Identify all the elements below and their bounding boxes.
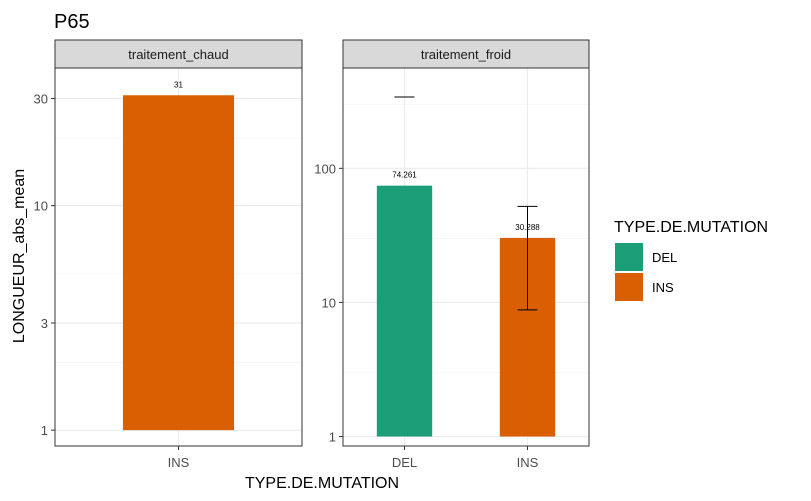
x-axis: DEL INS — [392, 446, 539, 470]
y-axis: 1 3 10 30 — [34, 91, 55, 438]
y-tick-label: 3 — [41, 316, 48, 331]
panel-traitement-chaud: traitement_chaud 31 1 3 10 30 INS — [34, 39, 303, 470]
x-axis-title: TYPE.DE.MUTATION — [245, 475, 399, 492]
bar-ins — [122, 95, 235, 431]
y-tick-label: 100 — [314, 161, 336, 176]
y-tick-label: 30 — [34, 91, 48, 106]
x-axis: INS — [168, 446, 190, 470]
legend: TYPE.DE.MUTATION DEL INS — [614, 219, 768, 301]
legend-label-del: DEL — [652, 250, 677, 265]
y-tick-label: 10 — [322, 295, 336, 310]
x-tick-label: DEL — [392, 455, 417, 470]
y-axis: 1 10 100 — [314, 161, 343, 445]
chart-title: P65 — [54, 11, 90, 33]
y-axis-title: LONGUEUR_abs_mean — [11, 169, 28, 343]
panel-strip-label-traitement-froid: traitement_froid — [421, 47, 511, 62]
panel-border — [342, 67, 590, 447]
legend-key-ins — [615, 273, 643, 301]
legend-key-del — [615, 243, 643, 271]
data-label: 74.261 — [392, 171, 417, 180]
y-tick-label: 1 — [41, 423, 48, 438]
panel-strip-traitement-chaud — [54, 39, 303, 69]
error-bars — [394, 96, 538, 311]
data-label: 31 — [174, 80, 183, 89]
x-tick-label: INS — [517, 455, 539, 470]
bar-del — [376, 185, 433, 437]
legend-label-ins: INS — [652, 280, 674, 295]
x-tick-label: INS — [168, 455, 190, 470]
legend-title: TYPE.DE.MUTATION — [614, 219, 768, 236]
y-tick-label: 10 — [34, 199, 48, 214]
panel-strip-label-traitement-chaud: traitement_chaud — [128, 47, 228, 62]
y-tick-label: 1 — [329, 430, 336, 445]
bars: 31 — [122, 80, 235, 431]
